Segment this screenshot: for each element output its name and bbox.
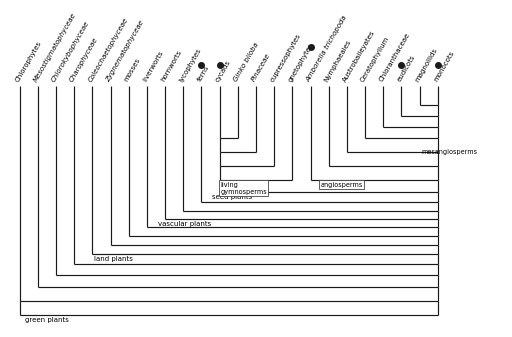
Text: land plants: land plants: [94, 256, 133, 263]
Text: eudicots: eudicots: [396, 54, 416, 83]
Text: Amborella trichopoda: Amborella trichopoda: [305, 14, 349, 83]
Text: living
gymnosperms: living gymnosperms: [221, 182, 267, 195]
Text: gnetophytes: gnetophytes: [287, 42, 314, 83]
Text: hornworts: hornworts: [160, 49, 183, 83]
Text: seed plants: seed plants: [212, 194, 252, 200]
Text: ferns: ferns: [196, 65, 210, 83]
Text: liverworts: liverworts: [142, 50, 164, 83]
Text: Zygnematophyceae: Zygnematophyceae: [105, 19, 145, 83]
Text: mesangiosperms: mesangiosperms: [421, 149, 478, 155]
Text: monocots: monocots: [433, 50, 455, 83]
Text: cupressophytes: cupressophytes: [269, 32, 302, 83]
Text: Nymphaeales: Nymphaeales: [324, 39, 353, 83]
Text: vascular plants: vascular plants: [158, 221, 211, 227]
Text: magnollids: magnollids: [415, 47, 439, 83]
Text: green plants: green plants: [25, 317, 69, 323]
Text: Ceratophyllum: Ceratophyllum: [360, 35, 391, 83]
Text: Ginko biloba: Ginko biloba: [232, 42, 260, 83]
Text: Chlorokybophyceae: Chlorokybophyceae: [51, 20, 91, 83]
Text: cycads: cycads: [215, 59, 232, 83]
Text: lycophytes: lycophytes: [178, 47, 202, 83]
Text: angiosperms: angiosperms: [321, 182, 363, 188]
Text: Chlorophytes: Chlorophytes: [14, 40, 42, 83]
Text: Chloranthaceae: Chloranthaceae: [378, 32, 411, 83]
Text: Austrobaileyates: Austrobaileyates: [342, 29, 376, 83]
Text: Pinaceae: Pinaceae: [251, 53, 272, 83]
Text: Charophyceae: Charophyceae: [69, 36, 99, 83]
Text: Mesostigmatophyceae: Mesostigmatophyceae: [32, 11, 77, 83]
Text: Coleochaetophyceae: Coleochaetophyceae: [87, 17, 129, 83]
Text: mosses: mosses: [123, 57, 142, 83]
